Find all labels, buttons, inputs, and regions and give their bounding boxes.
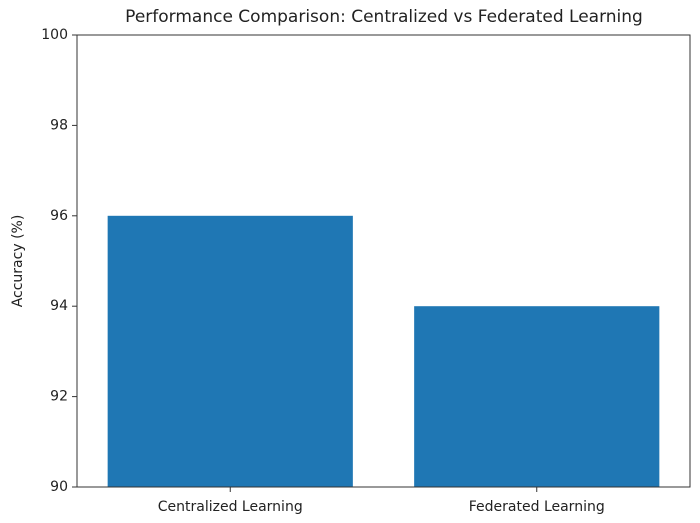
bar xyxy=(107,215,353,488)
y-tick-label: 94 xyxy=(50,298,68,314)
y-tick-label: 90 xyxy=(50,479,68,495)
y-axis-label: Accuracy (%) xyxy=(10,215,26,308)
y-tick-label: 98 xyxy=(50,117,68,133)
y-tick-label: 96 xyxy=(50,208,68,224)
x-tick-label: Centralized Learning xyxy=(158,499,303,515)
bar xyxy=(414,306,660,487)
y-tick-label: 100 xyxy=(41,27,68,43)
y-tick-label: 92 xyxy=(50,389,68,405)
chart-title: Performance Comparison: Centralized vs F… xyxy=(125,7,643,27)
x-tick-label: Federated Learning xyxy=(469,499,605,515)
axes-frame xyxy=(76,34,691,488)
